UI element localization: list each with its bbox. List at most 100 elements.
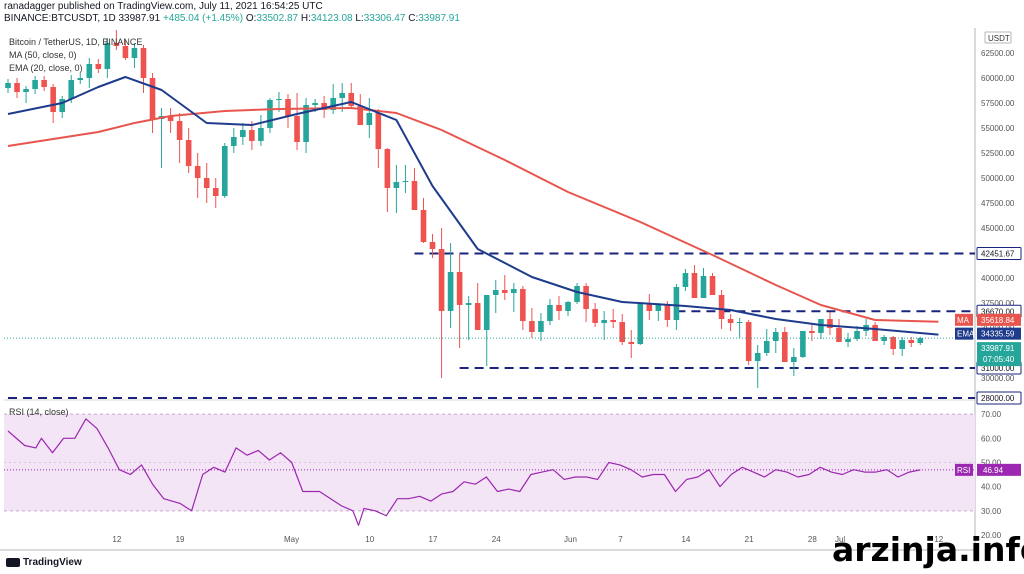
support-line-tag bbox=[976, 391, 1022, 405]
candle-body bbox=[872, 325, 878, 341]
candle-body bbox=[727, 319, 734, 323]
candle-body bbox=[429, 242, 436, 249]
candle-body bbox=[781, 332, 788, 362]
time-axis-tick: 12 bbox=[112, 535, 121, 544]
candle-body bbox=[673, 287, 680, 320]
candle-body bbox=[131, 48, 138, 58]
candle-body bbox=[556, 305, 562, 311]
price-tag-value: 33987.91 bbox=[981, 344, 1015, 353]
candle-body bbox=[321, 103, 327, 110]
candle-body bbox=[628, 342, 635, 344]
candle-body bbox=[231, 137, 237, 146]
candle-body bbox=[411, 181, 418, 210]
price-axis-tick: 50000.00 bbox=[981, 174, 1015, 183]
support-line-tag bbox=[976, 246, 1022, 260]
candle-body bbox=[465, 303, 472, 305]
candle-body bbox=[718, 295, 725, 319]
candle-body bbox=[574, 286, 580, 302]
ema-tag-name-box bbox=[955, 327, 973, 340]
candle-body bbox=[854, 331, 860, 339]
candle-body bbox=[366, 113, 373, 125]
support-line-label: 42451.67 bbox=[981, 249, 1015, 258]
candle-body bbox=[59, 99, 65, 112]
candle-body bbox=[122, 46, 129, 58]
ma-tag-name: MA bbox=[957, 316, 970, 325]
ma-tag-value-box bbox=[977, 313, 1021, 326]
candle-body bbox=[637, 304, 644, 344]
time-axis-tick: 17 bbox=[429, 535, 438, 544]
legend-rsi: RSI (14, close) bbox=[9, 407, 69, 417]
candle-body bbox=[212, 188, 219, 196]
candle-body bbox=[348, 93, 355, 106]
candle-body bbox=[149, 78, 156, 119]
candle-body bbox=[249, 130, 255, 141]
candle-body bbox=[86, 64, 93, 78]
candle-body bbox=[736, 322, 743, 323]
candle-body bbox=[827, 319, 833, 328]
price-axis-tick: 57500.00 bbox=[981, 99, 1015, 108]
candle-body bbox=[691, 273, 698, 298]
rsi-axis-tick: 30.00 bbox=[981, 507, 1002, 516]
candle-body bbox=[14, 83, 20, 92]
candle-body bbox=[203, 178, 210, 188]
candle-body bbox=[492, 290, 499, 295]
candle-body bbox=[140, 48, 147, 78]
candle-body bbox=[447, 272, 454, 311]
candle-body bbox=[221, 146, 228, 196]
candle-body bbox=[357, 106, 364, 125]
tradingview-logo-text: TradingView bbox=[23, 557, 82, 568]
legend-ema: EMA (20, close, 0) bbox=[9, 63, 83, 73]
candle-body bbox=[41, 80, 47, 87]
candle-body bbox=[547, 305, 553, 321]
candle-body bbox=[664, 305, 671, 320]
candle-body bbox=[809, 331, 815, 333]
candle-body bbox=[836, 328, 842, 342]
tradingview-logo-icon bbox=[6, 557, 20, 567]
price-axis-tick: 47500.00 bbox=[981, 199, 1015, 208]
time-axis-tick: 19 bbox=[176, 535, 185, 544]
candle-body bbox=[754, 353, 761, 361]
ema-tag-name: EMA bbox=[957, 330, 975, 339]
candle-body bbox=[393, 182, 400, 188]
candle-body bbox=[456, 272, 463, 305]
candle-body bbox=[5, 83, 11, 88]
candle-body bbox=[791, 357, 797, 362]
candle-body bbox=[50, 87, 56, 112]
publisher-line: ranadagger published on TradingView.com,… bbox=[4, 1, 323, 12]
time-axis-tick: 7 bbox=[618, 535, 623, 544]
high-label: H: bbox=[300, 13, 311, 24]
rsi-axis-tick: 40.00 bbox=[981, 483, 1002, 492]
price-tag-box bbox=[977, 342, 1021, 367]
candle-body bbox=[375, 113, 382, 149]
candle-body bbox=[610, 320, 616, 322]
ma-tag-value: 35618.84 bbox=[981, 316, 1015, 325]
candle-body bbox=[511, 289, 517, 293]
time-axis-tick: 14 bbox=[681, 535, 690, 544]
candle-body bbox=[194, 166, 201, 178]
last-price: 33987.91 bbox=[118, 13, 161, 24]
currency-label: USDT bbox=[988, 34, 1010, 43]
rsi-tag-box bbox=[955, 463, 973, 476]
candle-body bbox=[745, 322, 752, 361]
candle-body bbox=[32, 80, 38, 89]
candle-body bbox=[501, 290, 508, 293]
low-value: 33306.47 bbox=[363, 13, 406, 24]
rsi-axis-tick: 60.00 bbox=[981, 434, 1002, 443]
time-axis-tick: 28 bbox=[808, 535, 817, 544]
candle-body bbox=[438, 249, 445, 311]
candle-body bbox=[529, 321, 535, 332]
ma-tag-name-box bbox=[955, 313, 973, 326]
price-axis-tick: 37500.00 bbox=[981, 299, 1015, 308]
low-label: L: bbox=[355, 13, 364, 24]
candle-body bbox=[655, 305, 662, 311]
rsi-axis-tick: 50.00 bbox=[981, 458, 1002, 467]
candle-body bbox=[538, 321, 544, 332]
support-line-label: 28000.00 bbox=[981, 394, 1015, 403]
candle-body bbox=[899, 340, 906, 349]
rsi-axis-tick: 20.00 bbox=[981, 531, 1002, 540]
ma50-line bbox=[7, 107, 939, 323]
candle-body bbox=[95, 64, 102, 69]
price-axis-tick: 60000.00 bbox=[981, 74, 1015, 83]
tradingview-logo[interactable]: TradingView bbox=[6, 557, 82, 568]
